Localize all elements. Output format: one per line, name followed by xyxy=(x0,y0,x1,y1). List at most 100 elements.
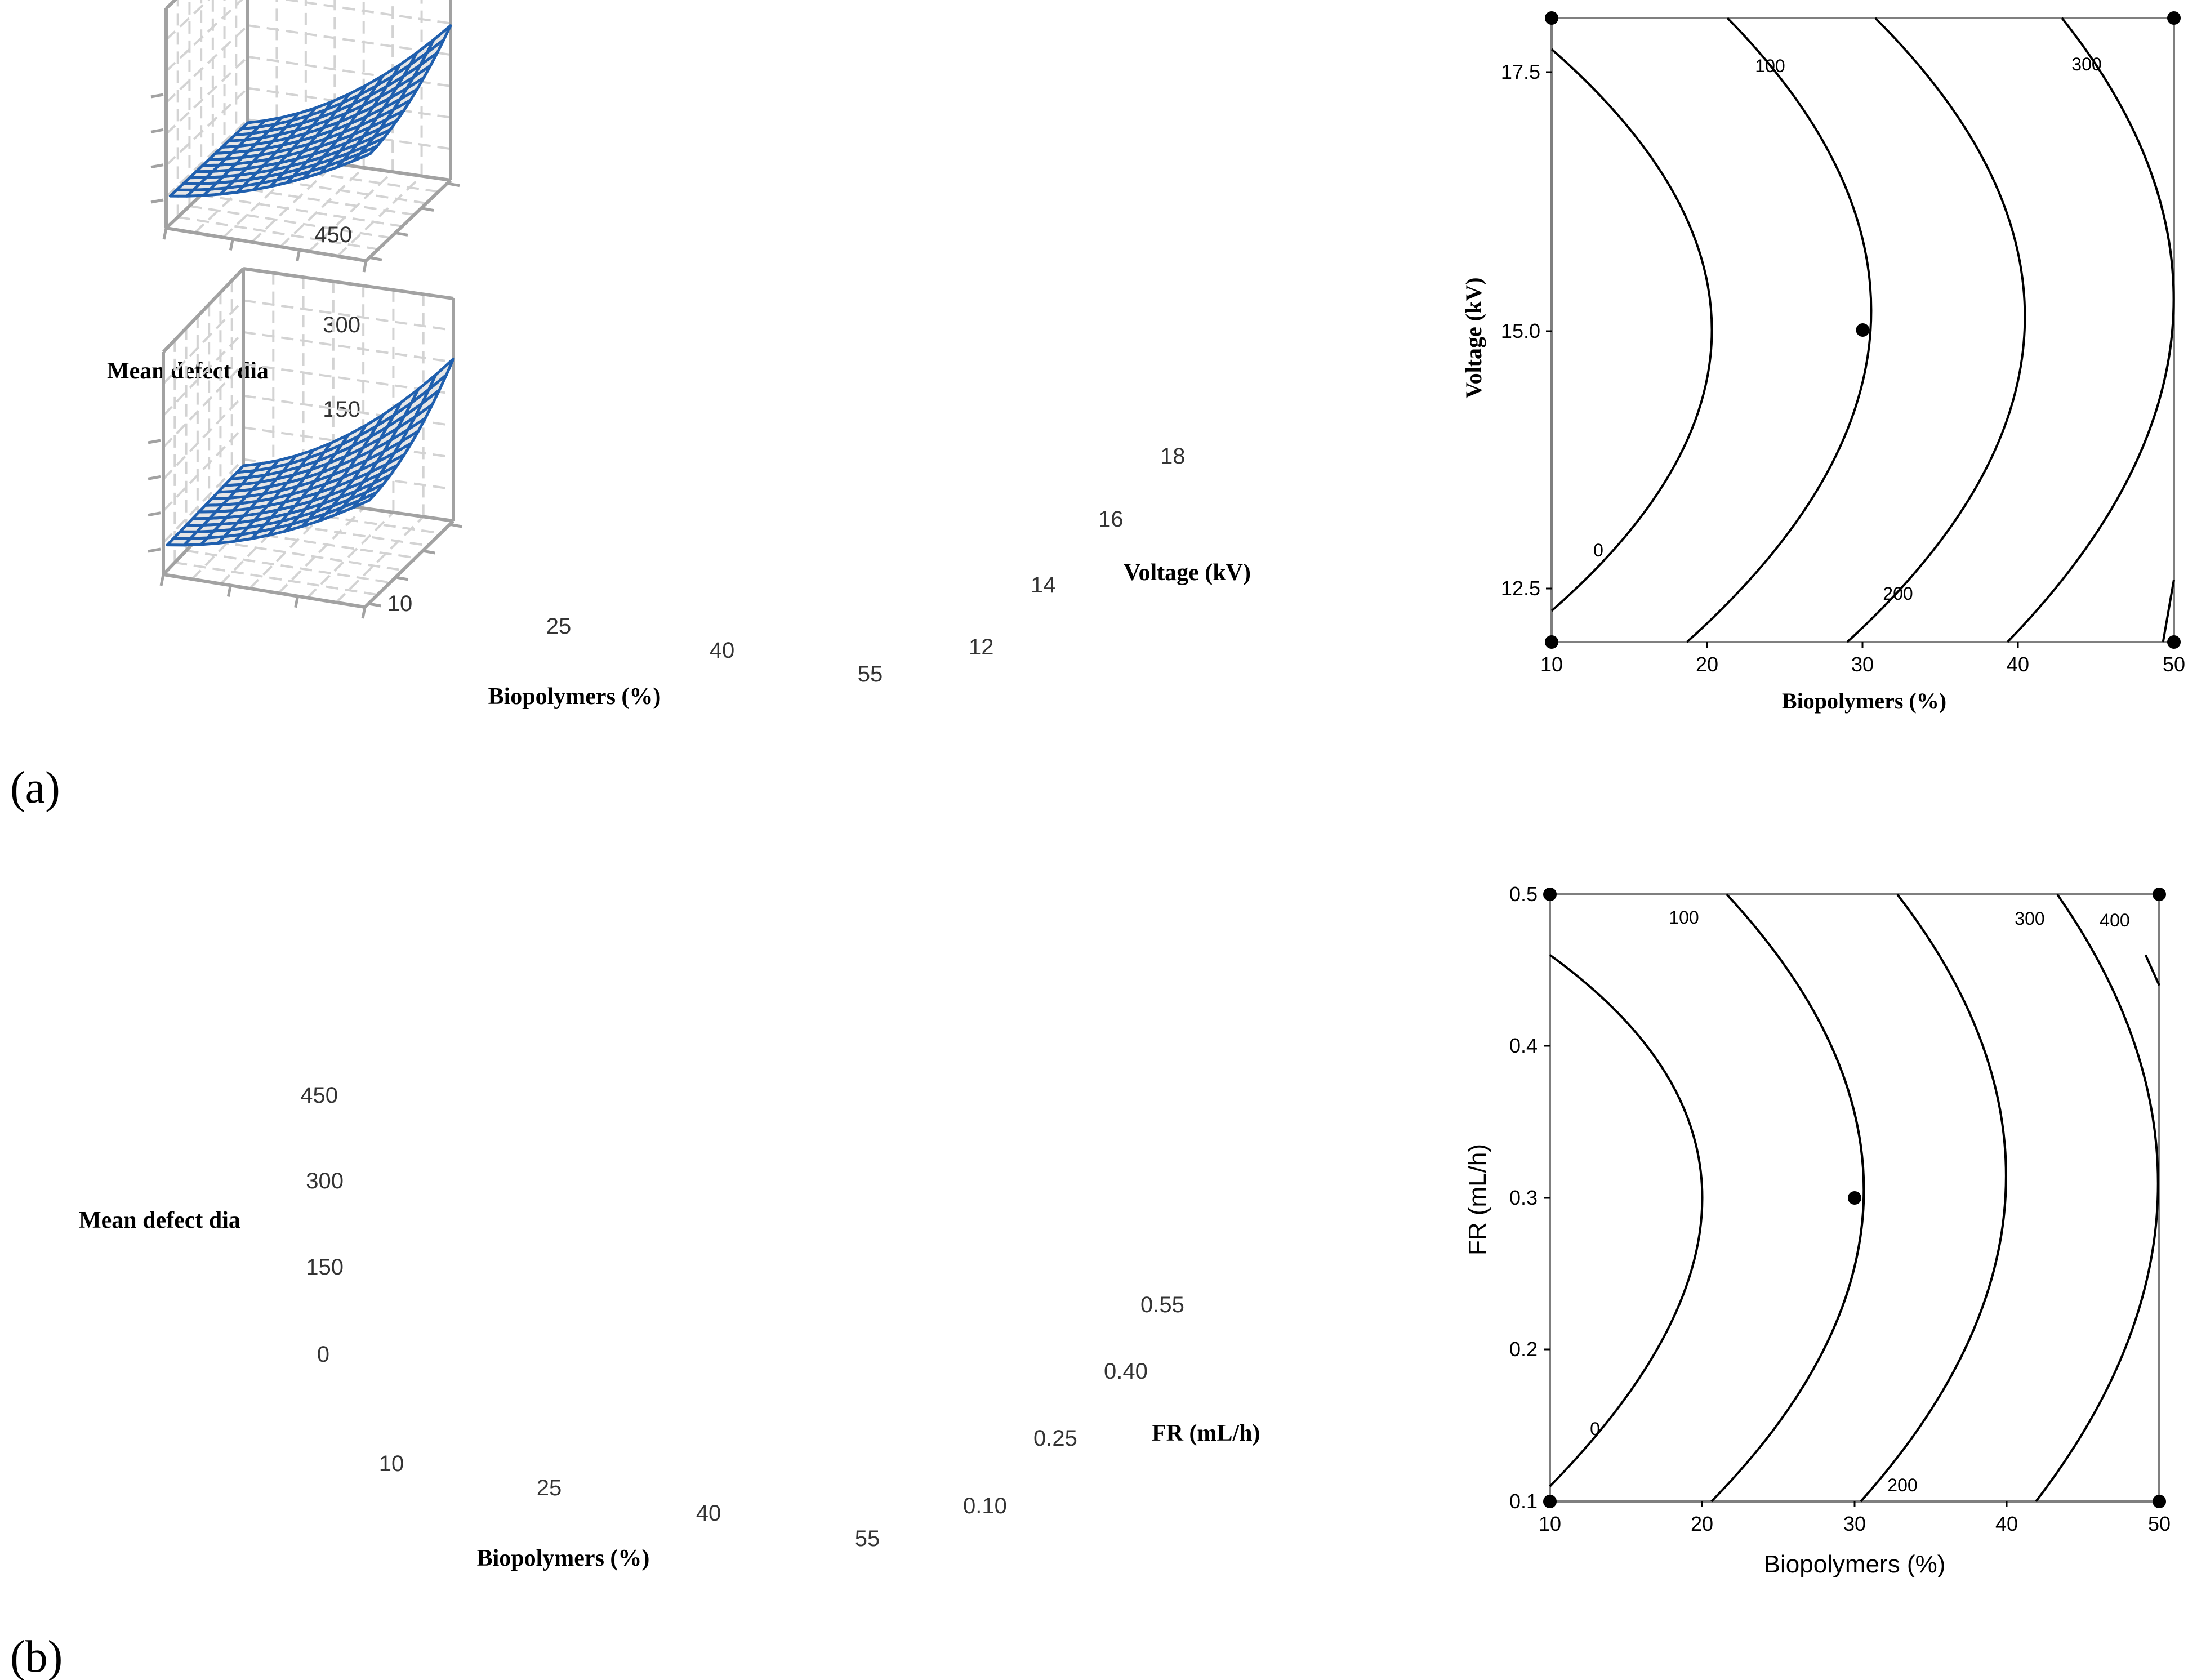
contour-line xyxy=(1686,17,1873,643)
y-axis-label: FR (mL/h) xyxy=(1464,1144,1491,1255)
design-points-b xyxy=(1543,888,2166,1508)
y-tick-label: 0.4 xyxy=(1509,1034,1538,1057)
y-tick-label: 0.3 xyxy=(1509,1186,1538,1209)
x-axis-label: Biopolymers (%) xyxy=(1782,688,1946,714)
y-tick-label: 17.5 xyxy=(1501,60,1540,83)
surface-ticks-a xyxy=(150,93,460,273)
y-axis-label: Voltage (kV) xyxy=(1461,277,1486,398)
design-point xyxy=(1848,1191,1861,1205)
x-tick-mark xyxy=(159,574,165,586)
y-tick-label: 0.1 xyxy=(1509,1490,1538,1513)
x-tick-mark xyxy=(362,260,368,273)
surface-mesh-a xyxy=(168,24,452,198)
y-tick-label: 16 xyxy=(1098,507,1124,532)
contour-plot-a: 0 100 200 300 17.5 15.0 12.5 10 20 30 40… xyxy=(1461,11,2185,714)
contour-level-labels-a: 0 100 200 300 xyxy=(1593,54,2102,604)
grid-line xyxy=(220,514,429,547)
contour-lines-b xyxy=(1549,893,2160,1503)
grid-line xyxy=(162,458,244,543)
z-tick-mark xyxy=(148,547,161,553)
x-tick-label: 40 xyxy=(1995,1512,2018,1535)
y-tick-mark xyxy=(369,256,382,261)
contour-level-label: 200 xyxy=(1887,1475,1917,1495)
contour-level-label: 400 xyxy=(2100,910,2129,930)
y-axis-label: FR (mL/h) xyxy=(1152,1420,1260,1446)
y-tick-label: 0.10 xyxy=(963,1494,1007,1518)
x-tick-label: 30 xyxy=(1851,653,1874,676)
x-tick-label: 50 xyxy=(2163,653,2185,676)
z-tick-mark xyxy=(150,198,164,204)
box-edge xyxy=(363,519,455,609)
x-tick-label: 55 xyxy=(858,662,883,687)
y-tick-label: 0.5 xyxy=(1509,883,1538,906)
design-point xyxy=(1856,323,1870,337)
grid-line xyxy=(308,171,394,252)
contour-level-label: 100 xyxy=(1669,907,1699,928)
y-tick-label: 0.40 xyxy=(1104,1359,1148,1384)
grid-line xyxy=(335,516,425,604)
grid-line xyxy=(243,299,454,332)
design-point xyxy=(2153,888,2166,901)
x-tick-mark xyxy=(162,228,168,240)
box-edge xyxy=(243,267,454,300)
x-tick-label: 40 xyxy=(696,1501,721,1526)
grid-line xyxy=(200,194,403,228)
x-tick-label: 10 xyxy=(1540,653,1563,676)
x-tick-label: 25 xyxy=(537,1476,562,1500)
contour-level-label: 100 xyxy=(1755,56,1785,76)
x-tick-mark xyxy=(296,249,301,262)
z-tick-mark xyxy=(150,128,164,133)
y-tick-label: 14 xyxy=(1031,573,1056,598)
z-tick-mark xyxy=(150,93,164,99)
grid-line xyxy=(186,549,391,584)
contour-axis-ticks-a xyxy=(1546,71,2175,648)
box-edge xyxy=(162,267,245,354)
x-tick-label: 10 xyxy=(1539,1512,1561,1535)
z-tick-label: 450 xyxy=(300,1083,338,1108)
y-axis-label: Voltage (kV) xyxy=(1124,560,1251,586)
grid-line xyxy=(208,525,416,559)
grid-line xyxy=(278,507,364,594)
z-tick-mark xyxy=(148,439,161,444)
x-tick-label: 10 xyxy=(379,1451,404,1476)
z-tick-label: 300 xyxy=(323,313,360,337)
grid-line xyxy=(306,511,394,599)
grid-line xyxy=(162,331,244,417)
z-tick-label: 0 xyxy=(317,1342,329,1367)
box-edge xyxy=(166,226,367,262)
grid-line xyxy=(189,204,391,239)
surface-mesh-b xyxy=(166,357,455,547)
surface-plot-a: 450 300 150 0 Mean defect dia 10 25 40 5… xyxy=(107,0,1251,710)
grid-line xyxy=(212,182,415,216)
x-tick-label: 50 xyxy=(2148,1512,2171,1535)
grid-line xyxy=(243,331,454,363)
surface-ticks-b xyxy=(148,439,463,619)
contour-axis-ticks-b xyxy=(1544,893,2160,1507)
y-tick-label: 12 xyxy=(969,635,994,659)
contour-level-label: 0 xyxy=(1590,1419,1600,1439)
x-tick-label: 30 xyxy=(1843,1512,1866,1535)
x-tick-mark xyxy=(229,238,234,251)
y-tick-label: 18 xyxy=(1160,444,1186,469)
z-axis-label: Mean defect dia xyxy=(79,1207,240,1233)
box-edge xyxy=(364,179,452,262)
contour-line xyxy=(1710,893,1865,1503)
x-axis-label: Biopolymers (%) xyxy=(488,684,661,710)
x-tick-label: 10 xyxy=(387,591,413,616)
contour-line xyxy=(1550,48,1713,612)
box-edge xyxy=(163,573,366,609)
x-tick-label: 40 xyxy=(2007,653,2029,676)
design-point xyxy=(2167,11,2181,25)
surface-facet xyxy=(427,357,455,391)
x-tick-mark xyxy=(294,596,300,608)
y-tick-mark xyxy=(447,182,460,188)
panel-label-b: (b) xyxy=(10,1632,63,1680)
grid-line xyxy=(247,24,451,56)
surface-plot-b: 450 300 150 0 Mean defect dia 10 25 40 5… xyxy=(79,267,1260,1571)
y-tick-label: 12.5 xyxy=(1501,577,1540,600)
y-tick-label: 15.0 xyxy=(1501,319,1540,342)
z-tick-mark xyxy=(150,163,164,169)
grid-line xyxy=(197,537,403,572)
contour-line xyxy=(2162,579,2175,643)
x-axis-label: Biopolymers (%) xyxy=(477,1545,650,1571)
